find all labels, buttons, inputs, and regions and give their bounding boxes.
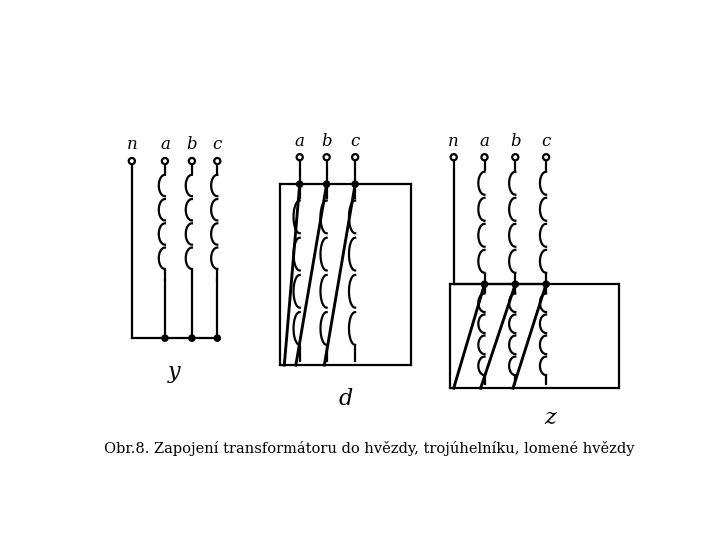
Circle shape <box>162 335 168 341</box>
Circle shape <box>323 181 330 187</box>
Circle shape <box>352 181 359 187</box>
Circle shape <box>512 281 518 287</box>
Text: a: a <box>160 137 170 153</box>
Text: Obr.8. Zapojení transformátoru do hvězdy, trojúhelníku, lomené hvězdy: Obr.8. Zapojení transformátoru do hvězdy… <box>104 441 634 456</box>
Circle shape <box>451 154 456 160</box>
Circle shape <box>512 154 518 160</box>
Text: b: b <box>321 132 332 150</box>
Text: a: a <box>480 132 490 150</box>
Circle shape <box>352 154 359 160</box>
Circle shape <box>189 335 195 341</box>
Text: y: y <box>168 361 181 383</box>
Circle shape <box>543 281 549 287</box>
Circle shape <box>482 154 487 160</box>
Text: n: n <box>449 132 459 150</box>
Text: d: d <box>339 388 353 410</box>
Circle shape <box>215 335 220 341</box>
Circle shape <box>189 158 195 164</box>
Text: z: z <box>544 408 556 429</box>
Text: a: a <box>294 132 305 150</box>
Circle shape <box>543 154 549 160</box>
Text: c: c <box>541 132 551 150</box>
Circle shape <box>215 158 220 164</box>
Text: c: c <box>351 132 360 150</box>
Circle shape <box>323 154 330 160</box>
Text: b: b <box>186 137 197 153</box>
Circle shape <box>297 181 303 187</box>
Circle shape <box>162 158 168 164</box>
Circle shape <box>129 158 135 164</box>
Text: n: n <box>127 137 138 153</box>
Circle shape <box>297 154 303 160</box>
Text: c: c <box>212 137 222 153</box>
Text: b: b <box>510 132 521 150</box>
Circle shape <box>482 281 487 287</box>
